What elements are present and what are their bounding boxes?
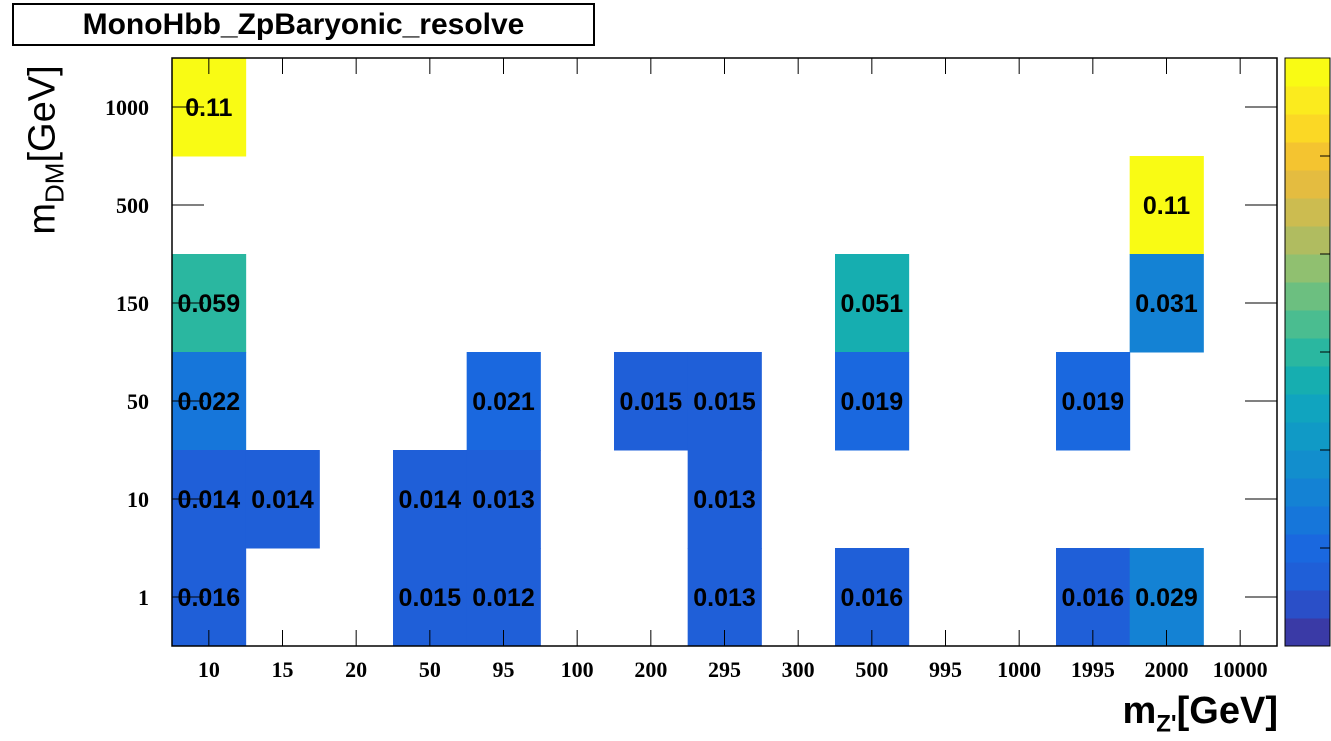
cell-value-label: 0.014 [178, 486, 241, 514]
colorbar-segment [1285, 562, 1330, 591]
colorbar-segment [1285, 58, 1330, 87]
cell-value-label: 0.019 [841, 388, 904, 416]
colorbar-segment [1285, 198, 1330, 227]
y-tick-label: 10 [127, 487, 149, 512]
heatmap-cell [1056, 352, 1131, 451]
cell-value-label: 0.015 [399, 584, 462, 612]
heatmap-cell [1129, 156, 1204, 255]
cell-value-label: 0.022 [178, 388, 241, 416]
cell-value-label: 0.012 [472, 584, 535, 612]
cell-value-label: 0.029 [1135, 584, 1198, 612]
cell-value-label: 0.031 [1135, 290, 1198, 318]
colorbar-segment [1285, 506, 1330, 535]
colorbar-segment [1285, 590, 1330, 619]
y-tick-label: 500 [116, 193, 149, 218]
cell-value-label: 0.021 [472, 388, 535, 416]
x-axis-label: mZ'[GeV] [1122, 690, 1278, 738]
heatmap-cell [245, 450, 320, 549]
x-tick-label: 15 [272, 657, 294, 682]
cell-value-label: 0.11 [185, 94, 232, 122]
colorbar-segment [1285, 618, 1330, 647]
chart-title: MonoHbb_ZpBaryonic_resolve [12, 3, 595, 46]
color-bar [1284, 57, 1331, 647]
cell-value-label: 0.059 [178, 290, 241, 318]
colorbar-segment [1285, 254, 1330, 283]
colorbar-segment [1285, 282, 1330, 311]
y-tick-label: 1 [138, 585, 149, 610]
cell-value-label: 0.016 [178, 584, 241, 612]
cell-value-label: 0.013 [472, 486, 535, 514]
colorbar-segment [1285, 310, 1330, 339]
cell-value-label: 0.015 [693, 388, 756, 416]
heatmap-cell [614, 352, 689, 451]
colorbar-frame [1284, 57, 1331, 647]
x-tick-label: 1000 [997, 657, 1041, 682]
colorbar-segment [1285, 450, 1330, 479]
x-tick-label: 500 [855, 657, 888, 682]
heatmap-cell [687, 450, 762, 549]
y-tick-label: 150 [116, 291, 149, 316]
y-tick-label: 1000 [105, 95, 149, 120]
cell-value-label: 0.019 [1062, 388, 1125, 416]
colorbar-segment [1285, 394, 1330, 423]
cell-value-label: 0.016 [1062, 584, 1125, 612]
heatmap-cell [393, 450, 468, 549]
colorbar-segment [1285, 366, 1330, 395]
heatmap-cell [466, 450, 541, 549]
cell-value-label: 0.014 [399, 486, 462, 514]
cell-value-label: 0.013 [693, 486, 756, 514]
axis-ticks [172, 58, 1277, 646]
colorbar-segment [1285, 226, 1330, 255]
heatmap-cell [835, 254, 910, 353]
cell-value-label: 0.051 [841, 290, 904, 318]
x-tick-label: 200 [634, 657, 667, 682]
x-tick-label: 10000 [1213, 657, 1268, 682]
cell-value-labels: 0.11 0.11 0.059 0.051 0.031 0.022 0.021 0.015 0.… [178, 94, 1198, 612]
x-tick-label: 95 [493, 657, 515, 682]
heatmap-cell [835, 352, 910, 451]
x-tick-label: 20 [345, 657, 367, 682]
y-tick-label: 50 [127, 389, 149, 414]
cell-value-label: 0.015 [620, 388, 683, 416]
cell-value-label: 0.016 [841, 584, 904, 612]
cell-value-label: 0.11 [1143, 192, 1190, 220]
x-tick-label: 1995 [1071, 657, 1115, 682]
x-tick-label: 50 [419, 657, 441, 682]
heatmap-cell [466, 352, 541, 451]
heatmap-cell [1129, 254, 1204, 353]
colorbar-segment [1285, 86, 1330, 115]
colorbar-segment [1285, 170, 1330, 199]
y-axis-label: mDM[GeV] [21, 65, 70, 235]
colorbar-segment [1285, 422, 1330, 451]
heatmap-cells [172, 58, 1204, 647]
x-tick-label: 100 [561, 657, 594, 682]
x-tick-label: 10 [198, 657, 220, 682]
cell-value-label: 0.013 [693, 584, 756, 612]
colorbar-segment [1285, 478, 1330, 507]
axis-tick-labels: 10 15 20 50 95 100 200 295 300 500 995 1000 1995 2000… [105, 95, 1268, 682]
heatmap-cell [687, 352, 762, 451]
x-tick-label: 300 [782, 657, 815, 682]
x-tick-label: 995 [929, 657, 962, 682]
colorbar-segment [1285, 114, 1330, 143]
cell-value-label: 0.014 [251, 486, 314, 514]
x-tick-label: 295 [708, 657, 741, 682]
x-tick-label: 2000 [1145, 657, 1189, 682]
